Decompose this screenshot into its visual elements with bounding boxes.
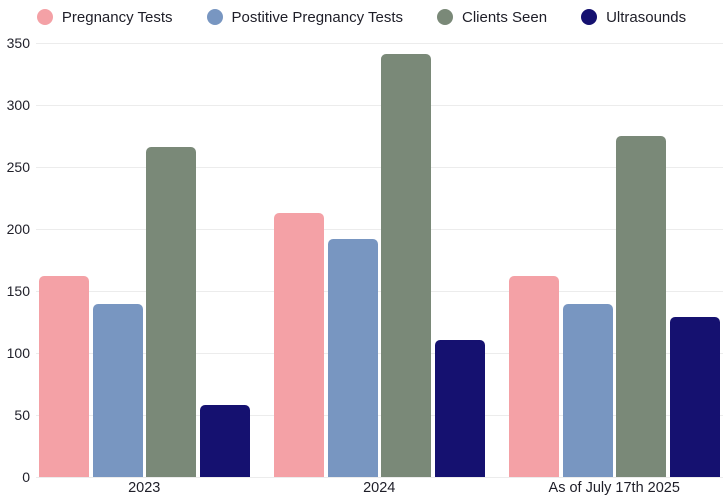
bar-pregnancy-tests [39,276,89,478]
bar-postitive-pregnancy-tests [327,239,378,478]
legend-dot-icon [206,9,223,25]
legend-dot-icon [581,9,598,25]
bar-ultrasounds [434,339,485,478]
legend-label: Postitive Pregnancy Tests [231,8,403,26]
bar-clients-seen [616,136,666,478]
x-axis-category-label: 2023 [128,480,161,496]
legend-item-postitive-pregnancy-tests[interactable]: Postitive Pregnancy Tests [206,8,403,26]
gridline [36,353,723,355]
y-axis-tick-label: 50 [14,407,30,424]
legend-dot-icon [36,9,53,25]
bar-ultrasounds [669,317,720,478]
gridline [36,291,723,293]
x-axis-category-label: As of July 17th 2025 [548,480,680,496]
legend: Pregnancy Tests Postitive Pregnancy Tests… [0,6,723,28]
gridline [36,43,723,44]
gridline [36,229,723,231]
bar-clients-seen [146,147,196,478]
y-axis-tick-label: 250 [6,159,30,176]
legend-item-pregnancy-tests[interactable]: Pregnancy Tests [36,8,173,26]
legend-item-ultrasounds[interactable]: Ultrasounds [581,9,686,26]
gridline [36,415,723,417]
y-axis-tick-label: 150 [6,283,30,300]
legend-label: Pregnancy Tests [61,8,173,26]
legend-item-clients-seen[interactable]: Clients Seen [437,9,547,26]
y-axis-tick-label: 350 [6,35,30,51]
bar-clients-seen [381,54,431,478]
y-axis-tick-label: 300 [6,97,30,114]
bar-pregnancy-tests [274,213,324,478]
y-axis-tick-label: 100 [6,345,30,362]
bar-postitive-pregnancy-tests [92,303,143,478]
y-axis-tick-label: 200 [6,221,30,238]
y-axis-tick-label: 0 [22,469,30,486]
legend-label: Clients Seen [462,8,548,26]
gridline [36,167,723,169]
legend-dot-icon [437,9,453,25]
x-axis-category-label: 2024 [363,480,396,496]
legend-label: Ultrasounds [606,8,687,26]
bar-postitive-pregnancy-tests [562,303,613,478]
bar-ultrasounds [199,405,250,478]
gridline [36,477,723,479]
gridline [36,105,723,107]
bar-pregnancy-tests [509,276,559,478]
